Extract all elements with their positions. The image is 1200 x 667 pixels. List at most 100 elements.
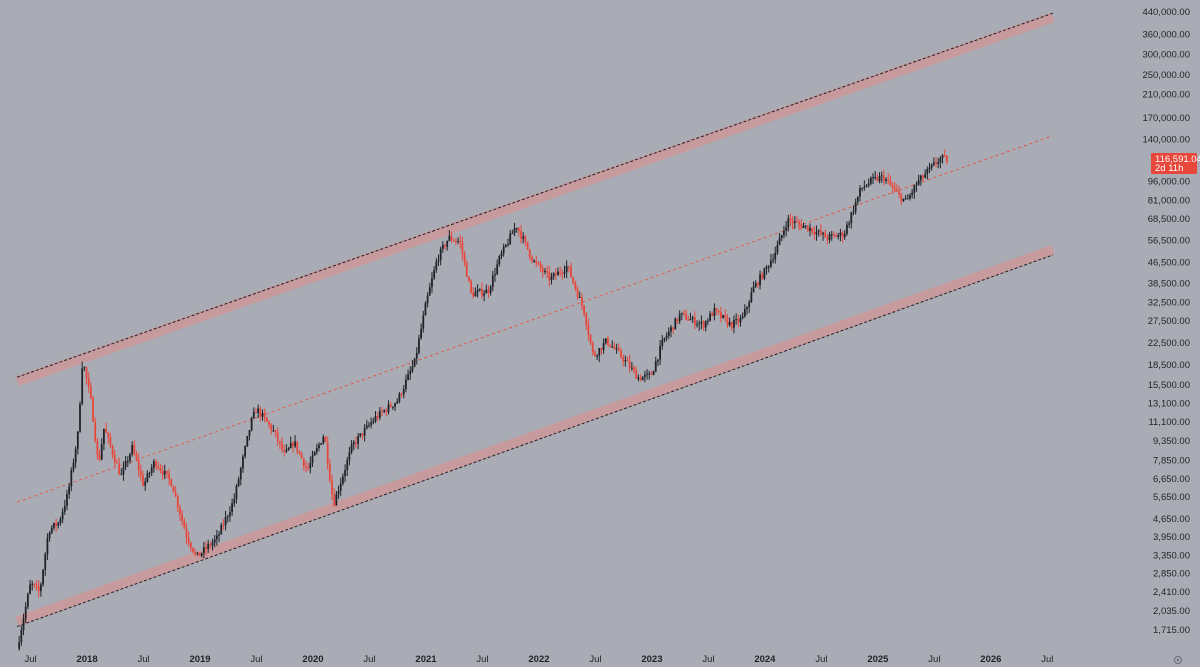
candle-body <box>791 220 794 224</box>
candle-body <box>637 377 640 379</box>
candle-body <box>152 461 155 468</box>
candle-body <box>181 514 184 521</box>
y-tick-label: 7,850.00 <box>1153 456 1190 467</box>
candle-body <box>715 308 718 311</box>
candle-body <box>179 507 181 515</box>
candle-body <box>452 240 455 242</box>
candle-body <box>68 486 71 495</box>
candle-body <box>863 186 866 188</box>
y-tick-label: 96,000.00 <box>1148 177 1190 188</box>
candle-body <box>698 323 701 325</box>
x-tick-label: Jul <box>928 654 940 665</box>
candle-body <box>281 442 283 450</box>
candle-body <box>826 237 829 240</box>
candle-body <box>150 467 153 473</box>
candle-body <box>761 274 764 279</box>
y-tick-label: 11,100.00 <box>1148 417 1190 428</box>
candle-body <box>926 169 929 175</box>
x-tick-label: Jul <box>363 654 375 665</box>
candle-body <box>544 270 546 272</box>
candlestick-series <box>18 149 948 651</box>
candle-body <box>624 360 627 362</box>
candle-body <box>472 292 475 297</box>
candle-body <box>139 470 142 476</box>
time-axis[interactable]: Jul 2018 Jul 2019 Jul 2020 Jul 2021 Jul 2022 Jul 20… <box>24 654 1053 665</box>
candle-body <box>928 167 931 170</box>
candle-body <box>822 232 824 235</box>
candle-body <box>846 224 848 234</box>
candle-body <box>133 445 136 454</box>
x-tick-label: Jul <box>815 654 827 665</box>
candle-body <box>778 237 781 246</box>
y-tick-label: 15,500.00 <box>1148 380 1190 391</box>
candle-body <box>924 174 927 178</box>
x-tick-label: 2019 <box>189 654 210 665</box>
candle-body <box>691 317 694 320</box>
candle-body <box>563 271 566 274</box>
candle-body <box>483 293 486 296</box>
candle-body <box>20 630 23 643</box>
candle-body <box>739 318 742 323</box>
candle-body <box>333 494 336 506</box>
candle-body <box>580 297 583 306</box>
candle-body <box>231 503 233 513</box>
candle-body <box>861 187 864 189</box>
chart-settings-gear-icon[interactable] <box>1174 656 1182 664</box>
candle-body <box>18 642 21 649</box>
price-axis[interactable]: 1,715.00 2,035.00 2,410.00 2,850.00 3,350.00… <box>1142 7 1190 636</box>
candle-body <box>233 499 236 504</box>
candle-body <box>94 421 97 442</box>
candle-body <box>854 202 857 212</box>
candle-body <box>44 554 47 570</box>
candle-body <box>717 310 720 313</box>
candle-body <box>72 462 75 471</box>
y-tick-label: 81,000.00 <box>1148 196 1190 207</box>
y-tick-label: 1,715.00 <box>1153 625 1190 636</box>
upper-channel-dashed-line <box>16 12 1054 378</box>
candle-body <box>720 312 722 318</box>
candle-body <box>626 360 629 362</box>
candle-body <box>650 373 653 376</box>
candle-body <box>300 453 303 459</box>
x-tick-label: Jul <box>702 654 714 665</box>
candle-body <box>111 445 114 455</box>
candle-body <box>932 162 935 165</box>
y-tick-label: 2,035.00 <box>1153 606 1190 617</box>
candle-body <box>817 230 820 232</box>
candle-body <box>759 274 761 286</box>
y-tick-label: 46,500.00 <box>1148 257 1190 268</box>
candle-body <box>546 270 549 273</box>
candle-body <box>554 273 557 276</box>
candle-body <box>520 230 522 239</box>
candle-body <box>485 289 488 294</box>
candle-body <box>422 315 425 329</box>
candle-body <box>733 319 735 328</box>
candle-body <box>833 234 835 236</box>
candle-body <box>641 376 644 381</box>
candle-body <box>774 252 777 260</box>
candle-body <box>252 412 255 418</box>
candle-body <box>724 315 727 318</box>
candle-body <box>444 245 446 247</box>
x-tick-label: 2024 <box>754 654 776 665</box>
candle-body <box>561 273 564 275</box>
candle-body <box>850 212 853 224</box>
candle-body <box>526 241 529 250</box>
candle-body <box>789 218 792 221</box>
candle-body <box>163 470 166 475</box>
candle-body <box>672 327 675 330</box>
candle-body <box>50 527 53 533</box>
candle-body <box>309 462 312 469</box>
candle-body <box>552 273 555 277</box>
candle-body <box>211 542 214 546</box>
candle-body <box>148 472 151 474</box>
candle-body <box>843 233 846 238</box>
candle-body <box>220 525 223 535</box>
candle-body <box>35 585 38 587</box>
candle-body <box>913 185 916 193</box>
candle-body <box>244 446 247 457</box>
x-tick-label: Jul <box>589 654 601 665</box>
candle-body <box>945 155 948 162</box>
candle-body <box>350 444 353 453</box>
